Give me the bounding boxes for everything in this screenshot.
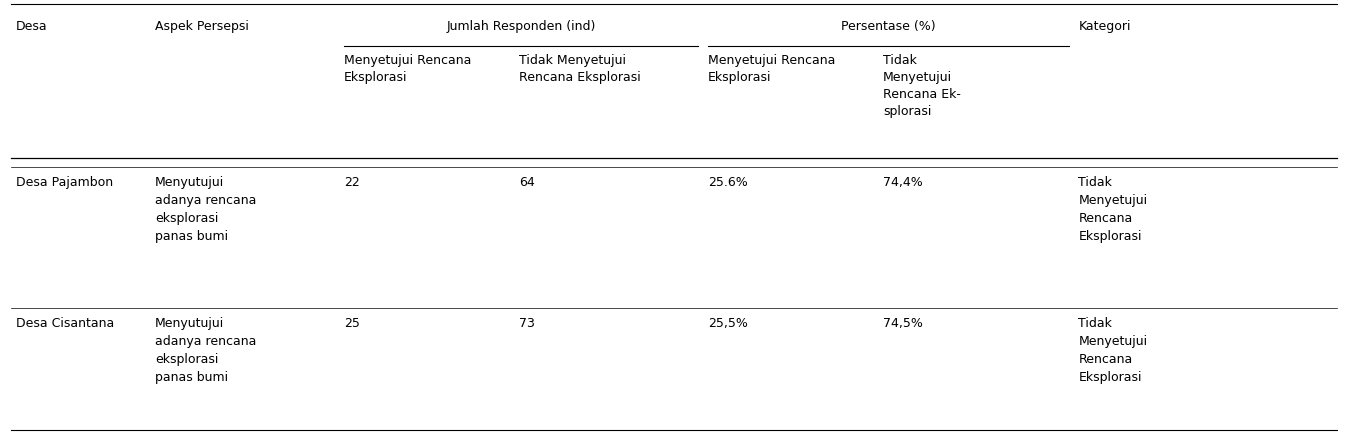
Text: 25: 25 [344,317,360,330]
Text: Menyutujui
adanya rencana
eksplorasi
panas bumi: Menyutujui adanya rencana eksplorasi pan… [155,176,256,243]
Text: 25.6%: 25.6% [708,176,747,189]
Text: 74,5%: 74,5% [883,317,923,330]
Text: Desa Cisantana: Desa Cisantana [16,317,115,330]
Text: Menyetujui Rencana
Eksplorasi: Menyetujui Rencana Eksplorasi [708,54,834,84]
Text: Menyetujui Rencana
Eksplorasi: Menyetujui Rencana Eksplorasi [344,54,470,84]
Text: Kategori: Kategori [1078,20,1131,33]
Text: 22: 22 [344,176,360,189]
Text: Tidak
Menyetujui
Rencana
Eksplorasi: Tidak Menyetujui Rencana Eksplorasi [1078,317,1147,384]
Text: 73: 73 [519,317,535,330]
Text: Desa Pajambon: Desa Pajambon [16,176,113,189]
Text: 64: 64 [519,176,535,189]
Text: 74,4%: 74,4% [883,176,922,189]
Text: Tidak
Menyetujui
Rencana
Eksplorasi: Tidak Menyetujui Rencana Eksplorasi [1078,176,1147,243]
Text: 25,5%: 25,5% [708,317,748,330]
Text: Aspek Persepsi: Aspek Persepsi [155,20,249,33]
Text: Desa: Desa [16,20,47,33]
Text: Tidak
Menyetujui
Rencana Ek-
splorasi: Tidak Menyetujui Rencana Ek- splorasi [883,54,961,118]
Text: Persentase (%): Persentase (%) [841,20,936,33]
Text: Menyutujui
adanya rencana
eksplorasi
panas bumi: Menyutujui adanya rencana eksplorasi pan… [155,317,256,384]
Text: Tidak Menyetujui
Rencana Eksplorasi: Tidak Menyetujui Rencana Eksplorasi [519,54,640,84]
Text: Jumlah Responden (ind): Jumlah Responden (ind) [446,20,596,33]
